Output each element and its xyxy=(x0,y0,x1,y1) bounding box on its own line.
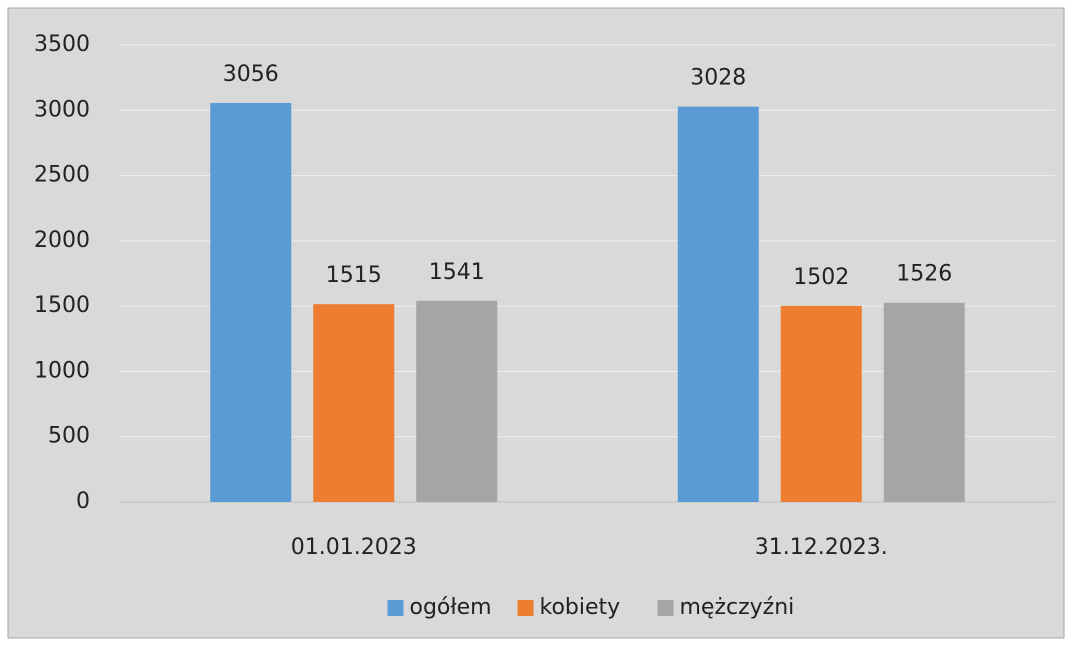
x-tick-label: 01.01.2023 xyxy=(291,535,417,560)
y-tick-label: 500 xyxy=(48,424,90,449)
legend-swatch xyxy=(517,600,534,616)
y-tick-label: 1500 xyxy=(34,293,90,318)
y-tick-label: 3000 xyxy=(34,97,90,122)
data-label: 1526 xyxy=(896,262,952,287)
bar xyxy=(313,304,395,502)
legend-label: mężczyźni xyxy=(680,595,795,620)
data-label: 1502 xyxy=(793,265,849,290)
legend-label: kobiety xyxy=(540,595,621,620)
y-tick-label: 2500 xyxy=(34,163,90,188)
y-tick-label: 2000 xyxy=(34,228,90,253)
bar xyxy=(677,106,759,503)
data-label: 1515 xyxy=(326,263,382,288)
bar xyxy=(416,300,498,502)
bar xyxy=(883,302,965,502)
legend-label: ogółem xyxy=(410,595,492,620)
data-label: 3028 xyxy=(690,66,746,91)
bar xyxy=(780,305,862,502)
legend-swatch xyxy=(657,600,674,616)
legend-swatch xyxy=(387,600,404,616)
y-tick-label: 3500 xyxy=(34,32,90,57)
y-tick-label: 0 xyxy=(76,489,90,514)
y-tick-label: 1000 xyxy=(34,358,90,383)
data-label: 3056 xyxy=(223,62,279,87)
data-label: 1541 xyxy=(429,260,485,285)
bar xyxy=(210,102,292,502)
x-tick-label: 31.12.2023. xyxy=(755,535,888,560)
